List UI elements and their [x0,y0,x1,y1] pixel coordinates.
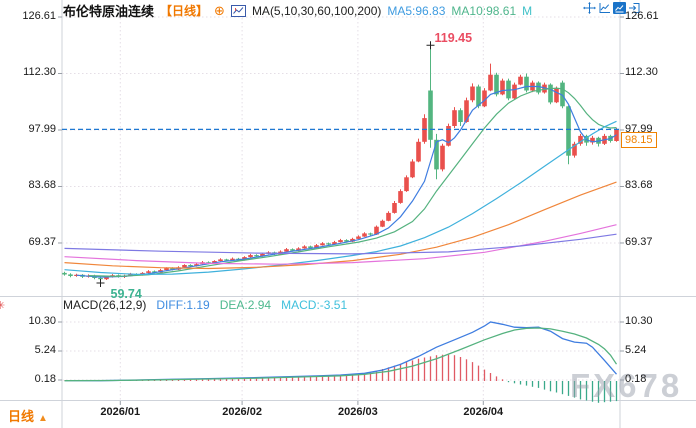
axis-chart-icon[interactable] [598,2,611,14]
price-badge: 98.15 [621,132,657,149]
macd-diff-value: DIFF:1.19 [156,298,210,312]
macd-params-label: MACD(26,12,9) [63,298,147,312]
triangle-up-icon: ▲ [38,413,48,424]
watermark: FX678 [570,367,683,404]
low-annotation: 59.74 [110,287,142,301]
kline-chart-icon[interactable] [230,4,246,17]
macd-dea-value: DEA:2.94 [219,298,272,312]
add-indicator-icon[interactable]: ⊕ [214,3,225,18]
high-annotation: 119.45 [434,31,473,46]
period-selector-label: 日线 [8,409,35,424]
active-chart-view-icon[interactable] [613,2,626,14]
ma5-value: MA5:96.83 [387,3,446,18]
ma30-value-truncated: M [522,3,533,18]
instrument-title: 布伦特原油连续 [63,4,155,19]
ma-settings-label: MA(5,10,30,60,100,200) [251,3,382,18]
period-tag: 【日线】 [160,4,209,18]
exit-chart-icon[interactable] [628,2,641,14]
macd-macd-value: MACD:-3.51 [281,298,348,312]
indicator-settings-icon[interactable]: ✳ [0,300,6,312]
pan-crosshair-icon[interactable] [583,2,596,14]
period-selector[interactable]: 日线 ▲ [8,406,48,425]
chart-header: 布伦特原油连续 【日线】 ⊕ MA(5,10,30,60,100,200) MA… [63,1,532,20]
macd-header: MACD(26,12,9) DIFF:1.19 DEA:2.94 MACD:-3… [63,298,347,312]
ma10-value: MA10:98.61 [451,3,517,18]
chart-toolbar [583,2,641,14]
